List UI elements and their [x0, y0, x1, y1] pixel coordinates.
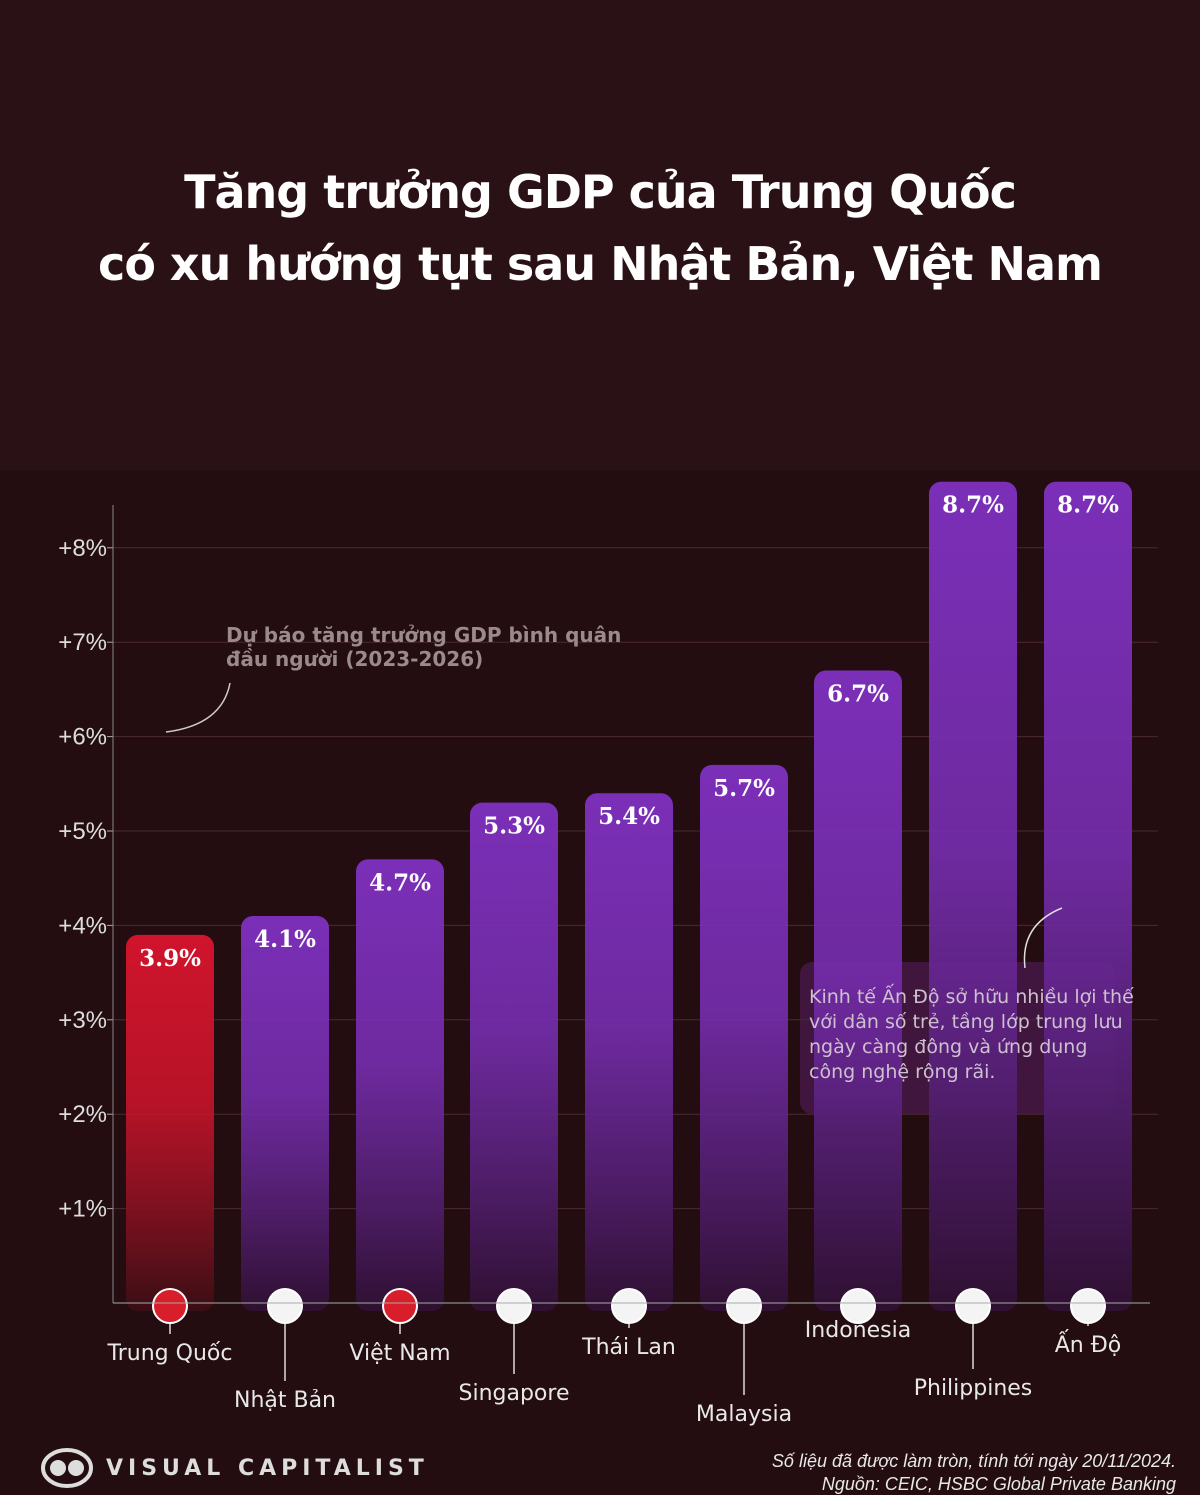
title-line-2: có xu hướng tụt sau Nhật Bản, Việt Nam	[98, 237, 1103, 291]
data-label: 6.7%	[827, 681, 889, 708]
chart-note: Dự báo tăng trưởng GDP bình quân đầu ngư…	[226, 623, 622, 671]
flag-icon	[496, 1288, 532, 1324]
arrow-icon	[165, 682, 231, 733]
bar	[585, 793, 673, 1311]
y-tick-label: +5%	[58, 818, 107, 845]
category-label: Indonesia	[805, 1318, 911, 1343]
y-tick-label: +1%	[58, 1196, 107, 1223]
flag-icon	[1070, 1288, 1106, 1324]
data-label: 5.3%	[483, 813, 545, 840]
brand-name: VISUAL CAPITALIST	[106, 1455, 429, 1481]
brand-logo: VISUAL CAPITALIST	[40, 1448, 429, 1488]
category-label: Nhật Bản	[234, 1388, 336, 1413]
data-label: 5.4%	[598, 803, 660, 830]
flag-icon	[267, 1288, 303, 1324]
bar	[700, 764, 788, 1311]
flag-icon	[955, 1288, 991, 1324]
logo-icon	[41, 1448, 93, 1488]
footer-note: Số liệu đã được làm tròn, tính tới ngày …	[771, 1451, 1176, 1471]
category-label: Malaysia	[696, 1402, 792, 1427]
title-line-1: Tăng trưởng GDP của Trung Quốc	[184, 165, 1017, 219]
y-tick-label: +7%	[58, 629, 107, 656]
category-label: Việt Nam	[349, 1341, 450, 1366]
bar	[814, 670, 902, 1311]
data-label: 8.7%	[1057, 492, 1119, 519]
category-label: Trung Quốc	[107, 1341, 233, 1366]
arrow-icon	[1023, 907, 1063, 969]
y-tick-label: +6%	[58, 724, 107, 751]
y-tick-label: +8%	[58, 535, 107, 562]
data-label: 5.7%	[713, 775, 775, 802]
bar	[929, 481, 1017, 1312]
footer-source: Nguồn: CEIC, HSBC Global Private Banking	[821, 1474, 1176, 1494]
category-label: Philippines	[914, 1376, 1033, 1401]
data-label: 4.1%	[254, 926, 316, 953]
footer: Số liệu đã được làm tròn, tính tới ngày …	[772, 1450, 1176, 1495]
flag-icon	[726, 1288, 762, 1324]
y-tick-label: +4%	[58, 912, 107, 939]
bar	[470, 802, 558, 1311]
flag-icon	[840, 1288, 876, 1324]
bar	[241, 915, 329, 1311]
bar	[356, 859, 444, 1311]
india-annotation: Kinh tế Ấn Độ sở hữu nhiều lợi thế với d…	[809, 986, 1134, 1083]
data-label: 8.7%	[942, 492, 1004, 519]
y-tick-label: +3%	[58, 1007, 107, 1034]
flag-icon	[611, 1288, 647, 1324]
flag-icon	[152, 1288, 188, 1324]
y-tick-label: +2%	[58, 1101, 107, 1128]
data-label: 3.9%	[139, 945, 201, 972]
flag-icon	[382, 1288, 418, 1324]
category-label: Thái Lan	[581, 1335, 676, 1360]
data-label: 4.7%	[369, 869, 431, 896]
bar	[126, 934, 214, 1311]
category-label: Singapore	[459, 1381, 570, 1406]
category-label: Ấn Độ	[1055, 1330, 1122, 1358]
bar	[1044, 481, 1132, 1312]
